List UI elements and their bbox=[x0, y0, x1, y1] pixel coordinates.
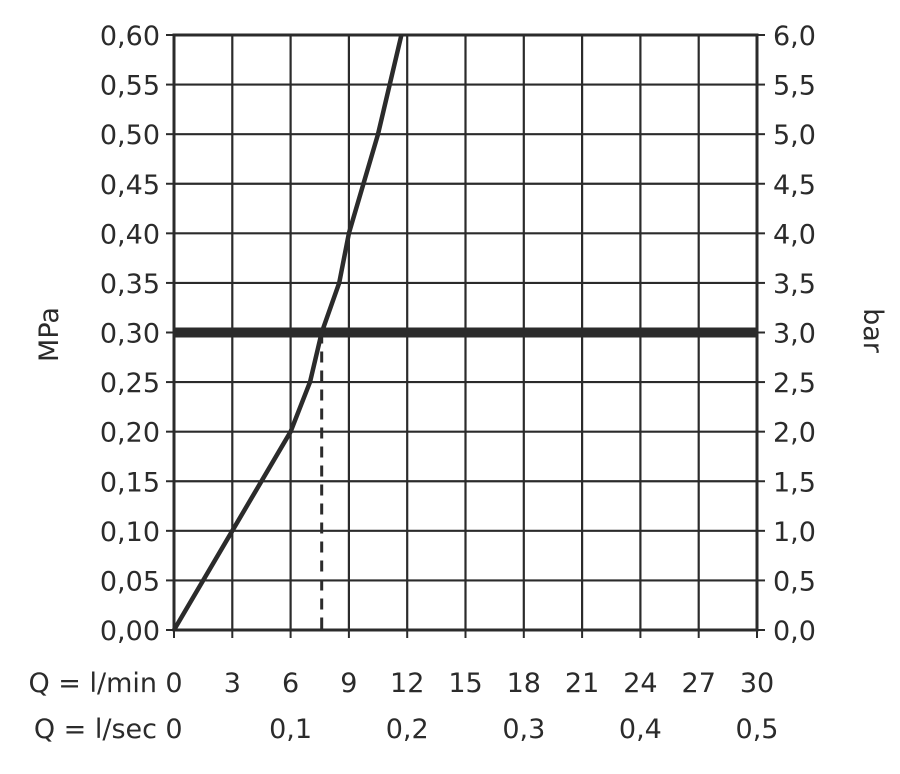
y-left-tick-label: 0,35 bbox=[100, 269, 160, 300]
x-lmin-tick-label: 27 bbox=[682, 668, 716, 699]
y-right-tick-label: 1,5 bbox=[773, 467, 816, 498]
x-lmin-tick-label: 12 bbox=[390, 668, 424, 699]
y-right-tick-label: 5,5 bbox=[773, 71, 816, 102]
y-left-tick-label: 0,40 bbox=[100, 219, 160, 250]
y-left-tick-label: 0,55 bbox=[100, 71, 160, 102]
x-lsec-tick-label: 0,5 bbox=[736, 714, 779, 745]
y-left-tick-label: 0,45 bbox=[100, 170, 160, 201]
y-right-tick-label: 2,0 bbox=[773, 418, 816, 449]
y-right-tick-label: 3,5 bbox=[773, 269, 816, 300]
x-lsec-tick-label: 0 bbox=[165, 714, 182, 745]
y-right-tick-label: 4,5 bbox=[773, 170, 816, 201]
y-left-tick-label: 0,10 bbox=[100, 517, 160, 548]
x-lsec-tick-label: 0,3 bbox=[502, 714, 545, 745]
x-lmin-tick-label: 3 bbox=[224, 668, 241, 699]
y-right-tick-label: 6,0 bbox=[773, 21, 816, 52]
y-axis-right-title: bar bbox=[857, 308, 888, 354]
x-lmin-tick-label: 21 bbox=[565, 668, 599, 699]
y-left-tick-label: 0,00 bbox=[100, 616, 160, 647]
y-left-tick-label: 0,25 bbox=[100, 368, 160, 399]
flow-pressure-curve bbox=[172, 34, 404, 632]
x-lmin-tick-label: 15 bbox=[448, 668, 482, 699]
x-lmin-tick-label: 0 bbox=[165, 668, 182, 699]
y-left-tick-label: 0,15 bbox=[100, 467, 160, 498]
x-axis-lsec-prefix: Q = l/sec bbox=[34, 714, 157, 745]
y-left-tick-label: 0,05 bbox=[100, 566, 160, 597]
y-right-tick-label: 2,5 bbox=[773, 368, 816, 399]
y-left-tick-label: 0,50 bbox=[100, 120, 160, 151]
y-right-tick-label: 0,0 bbox=[773, 616, 816, 647]
x-lmin-tick-label: 6 bbox=[282, 668, 299, 699]
y-axis-left-title: MPa bbox=[34, 307, 65, 362]
x-lmin-tick-label: 30 bbox=[740, 668, 774, 699]
x-lsec-tick-label: 0,1 bbox=[269, 714, 312, 745]
y-right-tick-label: 1,0 bbox=[773, 517, 816, 548]
y-right-tick-label: 0,5 bbox=[773, 566, 816, 597]
y-right-tick-label: 3,0 bbox=[773, 319, 816, 350]
x-lsec-tick-label: 0,4 bbox=[619, 714, 662, 745]
tick-marks bbox=[166, 34, 765, 638]
x-lmin-tick-label: 9 bbox=[340, 668, 357, 699]
x-lsec-tick-label: 0,2 bbox=[386, 714, 429, 745]
y-left-tick-label: 0,20 bbox=[100, 418, 160, 449]
x-lmin-tick-label: 24 bbox=[623, 668, 657, 699]
x-axis-lmin-prefix: Q = l/min bbox=[28, 668, 157, 699]
y-right-tick-label: 5,0 bbox=[773, 120, 816, 151]
y-left-tick-label: 0,30 bbox=[100, 319, 160, 350]
y-left-tick-label: 0,60 bbox=[100, 21, 160, 52]
tick-labels: 0,00 0,00,05 0,50,10 1,00,15 1,50,20 2,00,25 2… bbox=[100, 21, 816, 745]
y-right-tick-label: 4,0 bbox=[773, 219, 816, 250]
x-lmin-tick-label: 18 bbox=[507, 668, 541, 699]
